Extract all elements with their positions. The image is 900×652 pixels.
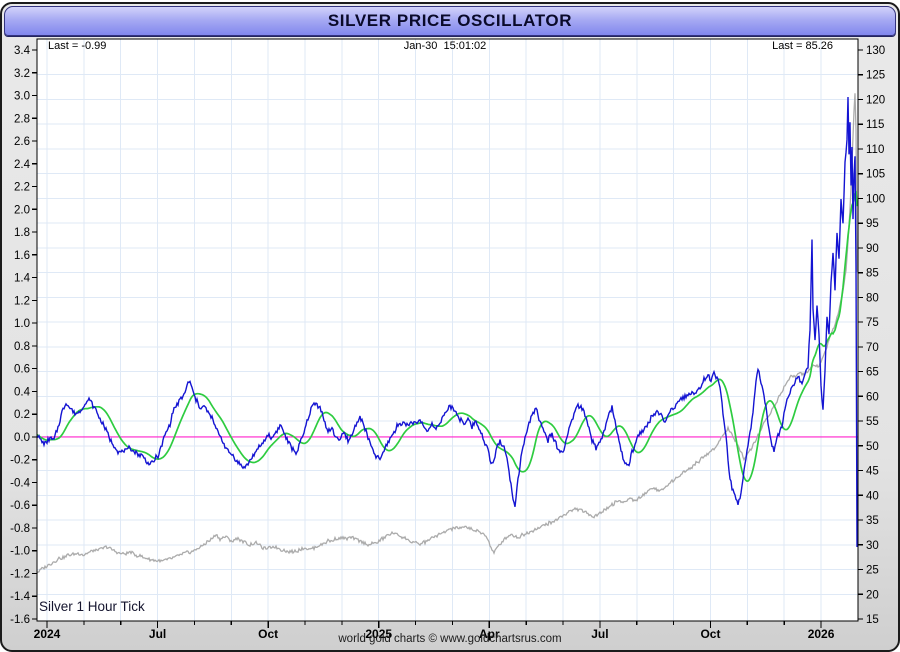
oscillator-ma-line	[36, 190, 858, 482]
y-axis-right-tick-label: 120	[866, 94, 885, 106]
y-axis-left-tick-label: -0.2	[10, 455, 30, 467]
x-axis-tick-label: Jul	[149, 627, 166, 641]
y-axis-right-tick-label: 40	[866, 490, 879, 502]
y-axis-right-tick-label: 105	[866, 169, 885, 181]
y-axis-right-tick-label: 25	[866, 565, 879, 577]
y-axis-right-tick-label: 110	[866, 144, 884, 156]
y-axis-right-tick-label: 85	[866, 268, 879, 280]
y-axis-right-tick-label: 35	[866, 515, 879, 527]
y-axis-left-tick-label: 1.2	[14, 295, 30, 307]
y-axis-right-tick-label: 60	[866, 391, 879, 403]
x-axis-tick-label: 2026	[808, 627, 835, 641]
y-axis-left-tick-label: 3.4	[14, 45, 31, 57]
y-axis-left-tick-label: 2.6	[14, 136, 30, 148]
y-axis-left-tick-label: -0.4	[10, 477, 30, 489]
oscillator-line	[36, 96, 858, 548]
y-axis-right-tick-label: 65	[866, 367, 879, 379]
x-axis-tick-label: Oct	[258, 627, 278, 641]
y-axis-left-tick-label: 0.6	[14, 364, 30, 376]
y-axis-left-tick-label: 0.4	[14, 386, 31, 398]
last-price-value: Last = 85.26	[772, 40, 833, 52]
y-axis-left-tick-label: 1.8	[14, 227, 30, 239]
y-axis-right-tick-label: 95	[866, 218, 879, 230]
y-axis-left-tick-label: -1.6	[10, 614, 30, 626]
y-axis-right-tick-label: 15	[866, 614, 879, 626]
y-axis-left-tick-label: -0.8	[10, 523, 30, 535]
y-axis-left-tick-label: 1.4	[14, 273, 31, 285]
y-axis-left-tick-label: 2.0	[14, 204, 30, 216]
y-axis-left-tick-label: -1.0	[10, 546, 30, 558]
y-axis-right-tick-label: 115	[866, 119, 884, 131]
x-axis-tick-label: Jul	[591, 627, 608, 641]
y-axis-right-tick-label: 45	[866, 466, 879, 478]
y-axis-left-tick-label: 1.0	[14, 318, 30, 330]
y-axis-right-tick-label: 130	[866, 45, 885, 57]
y-axis-left-tick-label: -0.6	[10, 500, 30, 512]
y-axis-right-tick-label: 50	[866, 441, 879, 453]
title-bar: SILVER PRICE OSCILLATOR	[4, 6, 896, 36]
timestamp: Jan-30 15:01:02	[403, 40, 487, 52]
y-axis-left-tick-label: 2.4	[14, 159, 31, 171]
series-label: Silver 1 Hour Tick	[39, 599, 145, 614]
plot-background	[37, 39, 858, 621]
y-axis-right-tick-label: 90	[866, 243, 879, 255]
chart-title: SILVER PRICE OSCILLATOR	[327, 11, 573, 30]
y-axis-right-tick-label: 30	[866, 540, 879, 552]
y-axis-left-tick-label: 0.2	[14, 409, 30, 421]
y-axis-right-tick-label: 125	[866, 70, 885, 82]
y-axis-left-tick-label: 2.2	[14, 182, 30, 194]
y-axis-left-tick-label: 0.0	[14, 432, 30, 444]
last-oscillator-value: Last = -0.99	[48, 40, 107, 52]
y-axis-right-tick-label: 75	[866, 317, 879, 329]
chart-area: 3.4 3.2 3.0 2.8 2.6 2.4 2.2 2.0 1.8 1.6 1.4 1.2 1.0 0…	[2, 4, 898, 650]
y-axis-right-tick-label: 55	[866, 416, 879, 428]
plot-border	[36, 38, 859, 622]
y-axis-right-tick-label: 100	[866, 193, 885, 205]
y-axis-left-tick-label: 3.0	[14, 91, 30, 103]
y-axis-right-tick-label: 70	[866, 342, 879, 354]
y-axis-left-tick-label: 1.6	[14, 250, 30, 262]
x-axis-tick-label: 2025	[365, 627, 392, 641]
oscillator-chart: 3.4 3.2 3.0 2.8 2.6 2.4 2.2 2.0 1.8 1.6 1.4 1.2 1.0 0…	[10, 38, 885, 641]
footer-credit: world gold charts © www.goldchartsrus.co…	[338, 633, 562, 645]
y-axis-left-tick-label: 2.8	[14, 113, 30, 125]
y-axis-right-tick-label: 20	[866, 589, 879, 601]
x-axis-tick-label: 2024	[34, 627, 61, 641]
y-axis-left-tick-label: 3.2	[14, 68, 30, 80]
y-axis-right-tick-label: 80	[866, 292, 879, 304]
y-axis-left-tick-label: -1.2	[10, 568, 30, 580]
y-axis-left-tick-label: 0.8	[14, 341, 30, 353]
silver-price-line	[36, 93, 858, 574]
x-axis-tick-label: Oct	[700, 627, 720, 641]
y-axis-left-tick-label: -1.4	[10, 591, 30, 603]
x-axis-tick-label: Apr	[479, 627, 500, 641]
